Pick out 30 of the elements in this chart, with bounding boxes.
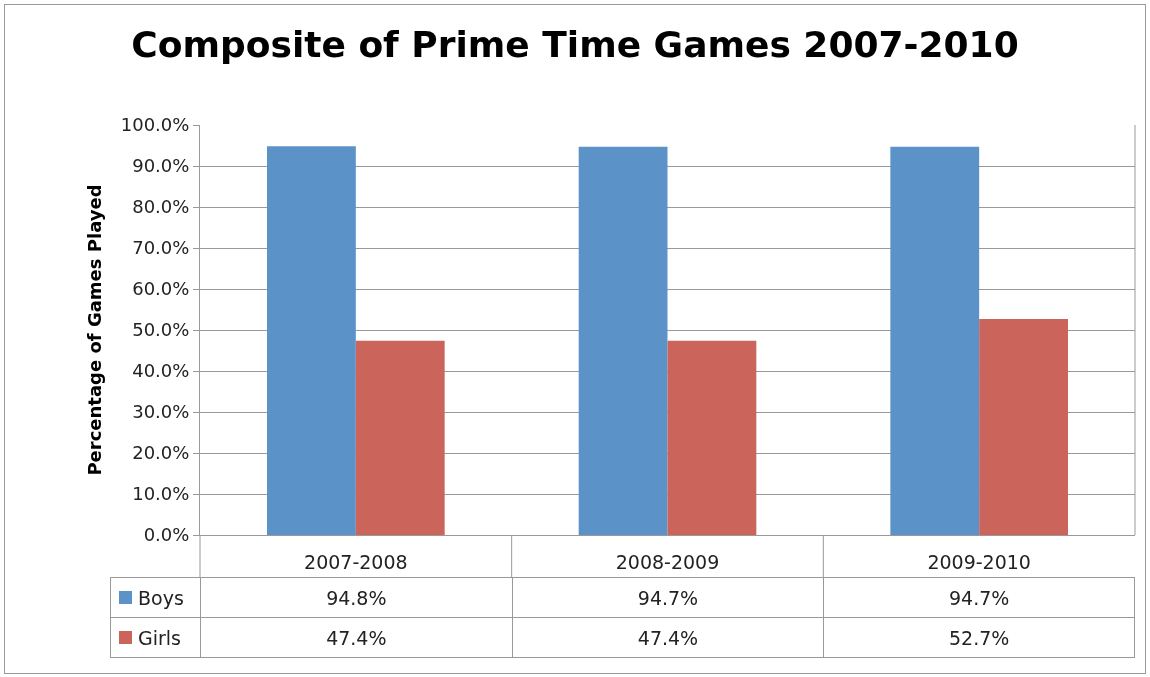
y-tick-label: 20.0% (132, 442, 190, 464)
y-tick-label: 50.0% (132, 319, 190, 341)
bar (578, 146, 668, 535)
data-label: 47.4% (200, 618, 512, 658)
y-axis-title: Percentage of Games Played (83, 184, 105, 476)
y-tick-label: 30.0% (132, 401, 190, 423)
y-tick-label: 100.0% (120, 114, 190, 136)
y-tick-label: 80.0% (132, 196, 190, 218)
bar (667, 340, 757, 535)
bar (267, 146, 356, 535)
x-tick-label: 2007-2008 (304, 550, 408, 573)
y-tick-label: 40.0% (132, 360, 190, 382)
chart-title: Composite of Prime Time Games 2007-2010 (131, 23, 1019, 65)
data-label: 94.7% (511, 578, 824, 618)
data-label: 94.7% (823, 578, 1135, 618)
y-tick-label: 0.0% (143, 524, 190, 546)
bar (979, 318, 1068, 535)
x-tick-label: 2008-2009 (615, 550, 720, 573)
legend-label: Boys (138, 586, 184, 609)
y-tick-label: 60.0% (132, 278, 190, 300)
data-label: 47.4% (511, 618, 824, 658)
x-tick-label: 2009-2010 (927, 550, 1031, 573)
bar (355, 340, 445, 535)
bar (890, 146, 980, 535)
data-label: 52.7% (823, 618, 1135, 658)
data-label: 94.8% (200, 578, 512, 618)
legend-label: Girls (138, 626, 181, 649)
y-tick-label: 10.0% (132, 483, 190, 505)
y-tick-label: 70.0% (132, 237, 190, 259)
y-tick-label: 90.0% (132, 155, 190, 177)
